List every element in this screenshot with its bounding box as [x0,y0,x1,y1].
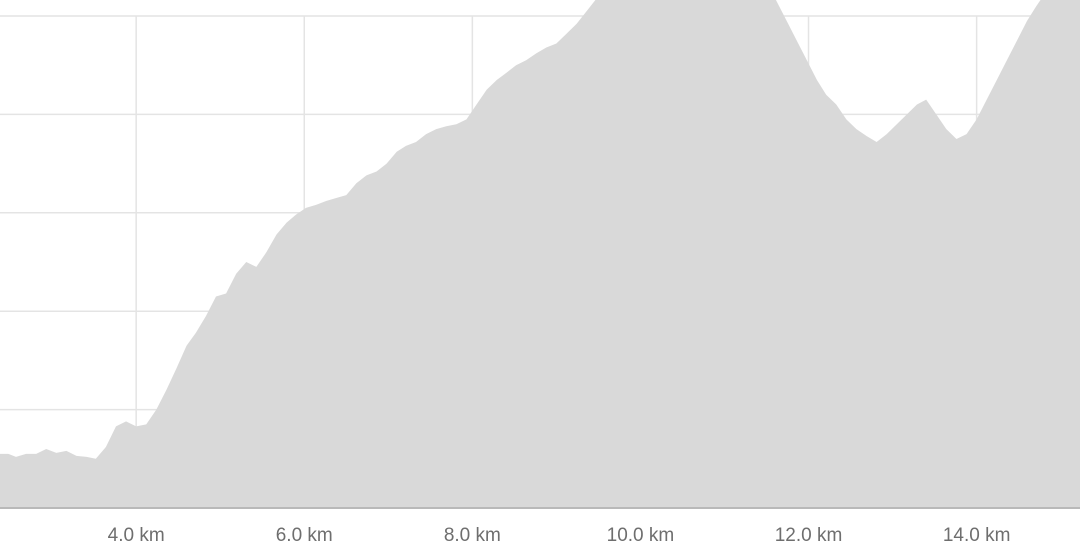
elevation-area [0,0,1080,508]
x-tick-label: 8.0 km [444,525,501,546]
x-tick-label: 14.0 km [943,525,1011,546]
x-tick-label: 6.0 km [276,525,333,546]
x-tick-label: 4.0 km [108,525,165,546]
x-tick-label: 12.0 km [775,525,843,546]
x-tick-label: 10.0 km [607,525,675,546]
